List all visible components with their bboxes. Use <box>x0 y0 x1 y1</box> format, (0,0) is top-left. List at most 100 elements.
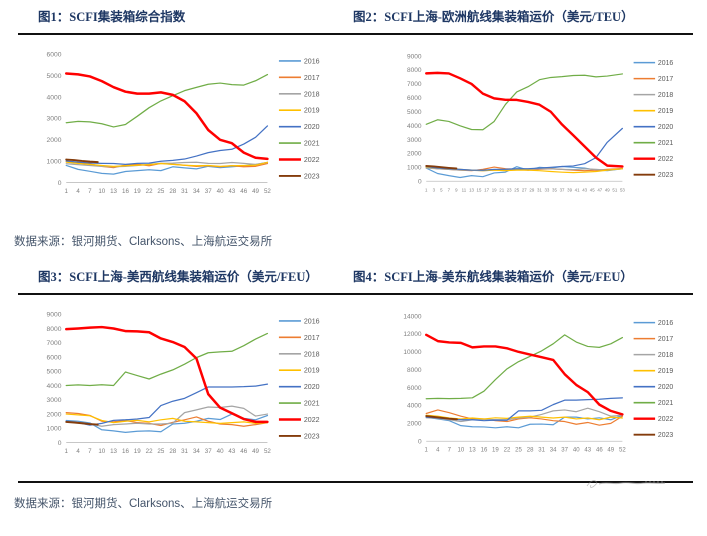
y-tick-label: 1000 <box>47 159 62 166</box>
series-line-2022 <box>64 325 269 424</box>
y-tick-label: 8000 <box>407 367 422 374</box>
x-tick-label: 1 <box>425 448 429 454</box>
legend-label-2023: 2023 <box>304 432 320 440</box>
x-tick-label: 11 <box>462 188 467 193</box>
legend-label-2020: 2020 <box>658 124 674 131</box>
y-tick-label: 9000 <box>47 312 62 319</box>
legend-label-2022: 2022 <box>658 416 674 423</box>
x-tick-label: 22 <box>146 448 153 455</box>
x-tick-label: 34 <box>193 188 200 195</box>
divider-rule-middle <box>18 293 693 295</box>
legend-label-2017: 2017 <box>658 76 674 83</box>
legend-label-2018: 2018 <box>658 352 674 359</box>
x-tick-label: 43 <box>584 448 591 454</box>
y-tick-label: 7000 <box>407 81 422 88</box>
chart-scfi-usec: 0 2000 4000 6000 8000 10000 12000 14000 1 4 7 10 13 1… <box>387 299 699 477</box>
legend-label-2022: 2022 <box>304 416 320 424</box>
y-tick-label: 0 <box>58 180 62 187</box>
series-line-2022 <box>64 72 269 161</box>
legend-label-2018: 2018 <box>658 92 674 99</box>
y-tick-label: 8000 <box>47 326 62 333</box>
x-tick-label: 16 <box>122 448 129 455</box>
x-tick-label: 15 <box>477 188 482 193</box>
series-line-2018 <box>425 167 624 172</box>
x-tick-label: 16 <box>481 448 488 454</box>
y-tick-label: 4000 <box>407 403 422 410</box>
x-tick-label: 53 <box>620 188 625 193</box>
x-tick-label: 13 <box>469 188 474 193</box>
legend-label-2019: 2019 <box>658 108 674 115</box>
legend-label-2021: 2021 <box>304 400 320 408</box>
x-tick-label: 37 <box>205 188 212 195</box>
x-tick-label: 52 <box>619 448 626 454</box>
legend-label-2016: 2016 <box>658 320 674 327</box>
chart-scfi-europe: 0 1000 2000 3000 4000 5000 6000 7000 8000 9000 1 3 5… <box>387 39 699 217</box>
x-tick-label: 31 <box>181 188 188 195</box>
y-tick-label: 5000 <box>47 369 62 376</box>
x-tick-label: 40 <box>217 448 224 455</box>
legend-label-2022: 2022 <box>304 156 320 164</box>
legend-label-2016: 2016 <box>658 60 674 67</box>
legend-label-2022: 2022 <box>658 156 674 163</box>
y-tick-label: 0 <box>418 178 422 185</box>
series-line-2023 <box>425 164 458 170</box>
x-tick-label: 4 <box>76 188 80 195</box>
y-tick-label: 2000 <box>407 421 422 428</box>
legend-label-2019: 2019 <box>304 107 320 115</box>
x-tick-label: 10 <box>458 448 465 454</box>
y-tick-label: 9000 <box>407 53 422 60</box>
series-line-2021 <box>65 332 269 387</box>
divider-rule-bottom <box>18 480 693 488</box>
x-tick-label: 43 <box>228 448 235 455</box>
legend-label-2020: 2020 <box>304 383 320 391</box>
x-tick-label: 1 <box>425 188 428 193</box>
x-tick-label: 4 <box>436 448 440 454</box>
x-tick-label: 28 <box>169 448 176 455</box>
x-tick-label: 19 <box>134 448 141 455</box>
x-tick-label: 19 <box>134 188 141 195</box>
y-tick-label: 14000 <box>403 313 421 320</box>
legend-label-2020: 2020 <box>658 384 674 391</box>
y-tick-label: 0 <box>58 440 62 447</box>
figure-titles-row-1: 图1：SCFI集装箱综合指数 图2：SCFI上海-欧洲航线集装箱运价（美元/TE… <box>0 0 707 25</box>
x-tick-label: 27 <box>522 188 527 193</box>
y-tick-label: 4000 <box>407 123 422 130</box>
series-line-2021 <box>65 73 269 128</box>
legend-label-2018: 2018 <box>304 90 320 98</box>
legend-label-2018: 2018 <box>304 350 320 358</box>
y-tick-label: 6000 <box>407 385 422 392</box>
chart-svg: 0 1000 2000 3000 4000 5000 6000 1 4 7 10 13 16 19 22 25… <box>47 52 320 196</box>
charts-row-2: 0 1000 2000 3000 4000 5000 6000 7000 8000 9000 1 4 7… <box>0 295 707 477</box>
divider-rule-top <box>18 33 693 35</box>
legend-label-2021: 2021 <box>658 140 674 147</box>
series-line-2017 <box>425 409 624 426</box>
x-tick-label: 1 <box>65 448 69 455</box>
series-line-2020 <box>65 383 269 426</box>
y-tick-label: 6000 <box>407 95 422 102</box>
legend-label-2021: 2021 <box>658 400 674 407</box>
series-line-2023 <box>65 158 99 164</box>
x-tick-label: 37 <box>560 188 565 193</box>
x-tick-label: 17 <box>484 188 489 193</box>
y-tick-label: 1000 <box>47 426 62 433</box>
legend-label-2017: 2017 <box>304 74 320 82</box>
x-tick-label: 22 <box>504 448 511 454</box>
x-tick-label: 1 <box>65 188 69 195</box>
x-tick-label: 25 <box>515 448 522 454</box>
legend-label-2021: 2021 <box>304 140 320 148</box>
legend-label-2019: 2019 <box>304 367 320 375</box>
figure-titles-row-2: 图3：SCFI上海-美西航线集装箱运价（美元/FEU） 图4：SCFI上海-美东… <box>0 253 707 285</box>
series-line-2021 <box>425 334 624 400</box>
x-tick-label: 52 <box>264 188 271 195</box>
x-tick-label: 33 <box>544 188 549 193</box>
x-tick-label: 49 <box>252 448 259 455</box>
series-line-2020 <box>425 397 624 422</box>
legend-label-2016: 2016 <box>304 317 320 325</box>
x-tick-label: 31 <box>537 188 542 193</box>
x-tick-label: 19 <box>492 188 497 193</box>
x-tick-label: 23 <box>507 188 512 193</box>
x-tick-label: 25 <box>157 448 164 455</box>
y-tick-label: 7000 <box>47 340 62 347</box>
